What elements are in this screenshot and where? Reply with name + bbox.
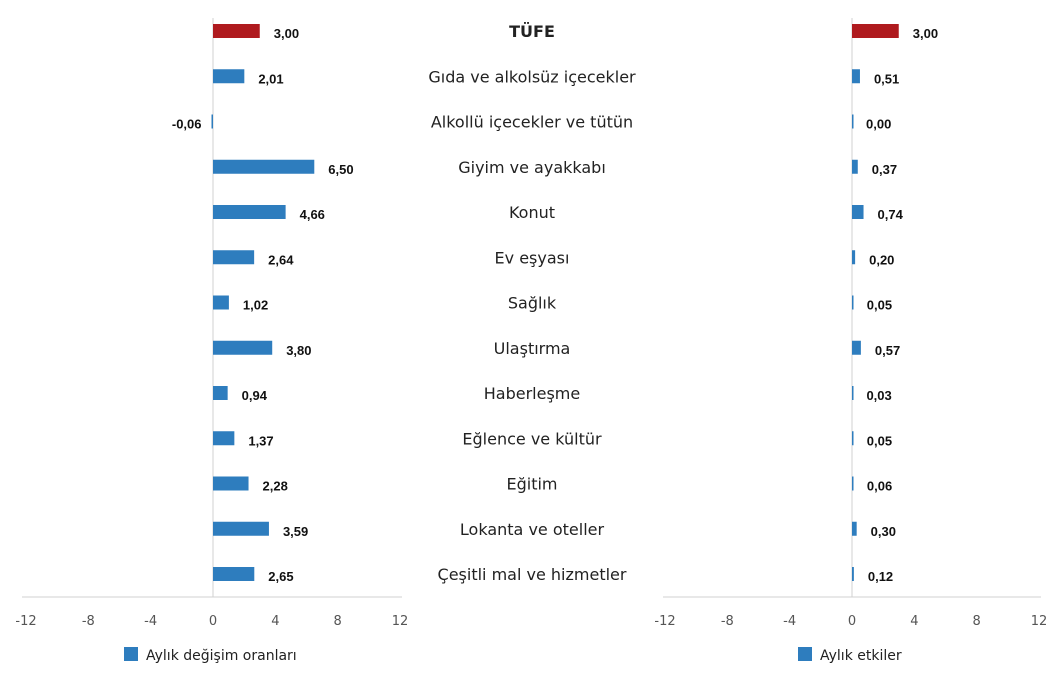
right-bar bbox=[852, 295, 854, 310]
left-tick-label: 12 bbox=[392, 614, 409, 629]
right-value-label: 0,12 bbox=[868, 569, 893, 584]
left-bar bbox=[213, 340, 273, 355]
left-value-label: -0,06 bbox=[172, 117, 202, 132]
right-value-label: 0,05 bbox=[867, 433, 892, 448]
right-bar bbox=[852, 567, 854, 581]
left-bar bbox=[213, 24, 260, 38]
left-value-label: 2,28 bbox=[263, 479, 288, 494]
category-label: Ulaştırma bbox=[494, 339, 571, 358]
right-value-label: 0,20 bbox=[869, 252, 894, 267]
category-labels: TÜFE Gıda ve alkolsüz içecekler Alkollü iç… bbox=[428, 22, 636, 584]
left-value-label: 1,02 bbox=[243, 298, 268, 313]
right-bar bbox=[852, 159, 858, 174]
right-tick-label: 4 bbox=[910, 614, 918, 629]
left-value-label: 1,37 bbox=[248, 433, 273, 448]
left-bar bbox=[213, 521, 269, 536]
left-value-label: 3,59 bbox=[283, 524, 308, 539]
right-value-label: 0,30 bbox=[871, 524, 896, 539]
right-bar bbox=[852, 250, 856, 265]
right-tick-label: -8 bbox=[721, 614, 734, 629]
category-label: Lokanta ve oteller bbox=[460, 520, 605, 539]
category-label: Haberleşme bbox=[484, 384, 580, 403]
right-value-label: 0,06 bbox=[867, 479, 892, 494]
right-value-label: 3,00 bbox=[913, 26, 938, 41]
left-legend-label: Aylık değişim oranları bbox=[146, 648, 297, 664]
left-bar bbox=[213, 567, 255, 581]
left-value-label: 2,64 bbox=[268, 252, 294, 267]
left-value-label: 2,65 bbox=[268, 569, 293, 584]
category-label: TÜFE bbox=[509, 22, 555, 41]
left-tick-label: -4 bbox=[144, 614, 157, 629]
right-tick-label: 8 bbox=[973, 614, 981, 629]
category-label: Çeşitli mal ve hizmetler bbox=[438, 565, 627, 584]
right-bar bbox=[852, 205, 864, 219]
right-bar bbox=[852, 24, 899, 38]
right-value-label: 0,57 bbox=[875, 343, 900, 358]
right-value-label: 0,05 bbox=[867, 298, 892, 313]
right-tick-label: -4 bbox=[783, 614, 796, 629]
right-tick-label: 12 bbox=[1031, 614, 1048, 629]
left-value-label: 0,94 bbox=[242, 388, 268, 403]
left-legend-swatch bbox=[124, 647, 138, 661]
right-bar bbox=[852, 521, 857, 536]
left-tick-label: 8 bbox=[334, 614, 342, 629]
category-label: Alkollü içecekler ve tütün bbox=[431, 113, 633, 132]
left-bar bbox=[213, 69, 245, 84]
category-label: Giyim ve ayakkabı bbox=[458, 158, 606, 177]
right-value-label: 0,51 bbox=[874, 71, 899, 86]
left-value-label: 6,50 bbox=[328, 162, 353, 177]
left-bar bbox=[213, 295, 229, 310]
category-label: Eğlence ve kültür bbox=[462, 429, 602, 448]
left-bar bbox=[213, 159, 315, 174]
right-value-label: 0,74 bbox=[878, 207, 904, 222]
right-bar bbox=[852, 476, 854, 491]
right-value-label: 0,03 bbox=[866, 388, 891, 403]
left-value-label: 4,66 bbox=[300, 207, 325, 222]
left-tick-label: -8 bbox=[82, 614, 95, 629]
right-value-label: 0,37 bbox=[872, 162, 897, 177]
left-tick-label: 4 bbox=[271, 614, 279, 629]
right-bar bbox=[852, 340, 861, 355]
left-bar bbox=[213, 476, 249, 491]
left-value-label: 3,80 bbox=[286, 343, 311, 358]
right-tick-label: 0 bbox=[848, 614, 856, 629]
category-label: Konut bbox=[509, 203, 555, 222]
left-bar bbox=[213, 205, 286, 219]
left-bar bbox=[213, 386, 228, 400]
right-legend-swatch bbox=[798, 647, 812, 661]
category-label: Gıda ve alkolsüz içecekler bbox=[428, 67, 636, 86]
left-bar-chart: -12 -8 -4 0 4 8 12 3,00 2,01 -0,06 6,50 4,66 2,64 1,0… bbox=[15, 18, 408, 664]
right-bar bbox=[852, 69, 860, 84]
right-bar bbox=[852, 431, 854, 446]
right-bar-chart: -12 -8 -4 0 4 8 12 3,00 0,51 0,00 0,37 0,74 0,20 0,05… bbox=[654, 18, 1047, 664]
right-bar bbox=[852, 386, 854, 400]
right-value-label: 0,00 bbox=[866, 117, 891, 132]
left-value-label: 3,00 bbox=[274, 26, 299, 41]
left-bar bbox=[213, 250, 255, 265]
category-label: Sağlık bbox=[508, 294, 557, 313]
left-bar bbox=[213, 431, 235, 446]
left-bar bbox=[211, 114, 213, 129]
category-label: Eğitim bbox=[506, 475, 557, 494]
category-label: Ev eşyası bbox=[495, 248, 570, 267]
right-tick-label: -12 bbox=[654, 614, 675, 629]
left-tick-label: -12 bbox=[15, 614, 36, 629]
left-tick-label: 0 bbox=[209, 614, 217, 629]
right-legend-label: Aylık etkiler bbox=[820, 648, 902, 664]
left-value-label: 2,01 bbox=[258, 71, 283, 86]
right-bar bbox=[852, 114, 854, 129]
